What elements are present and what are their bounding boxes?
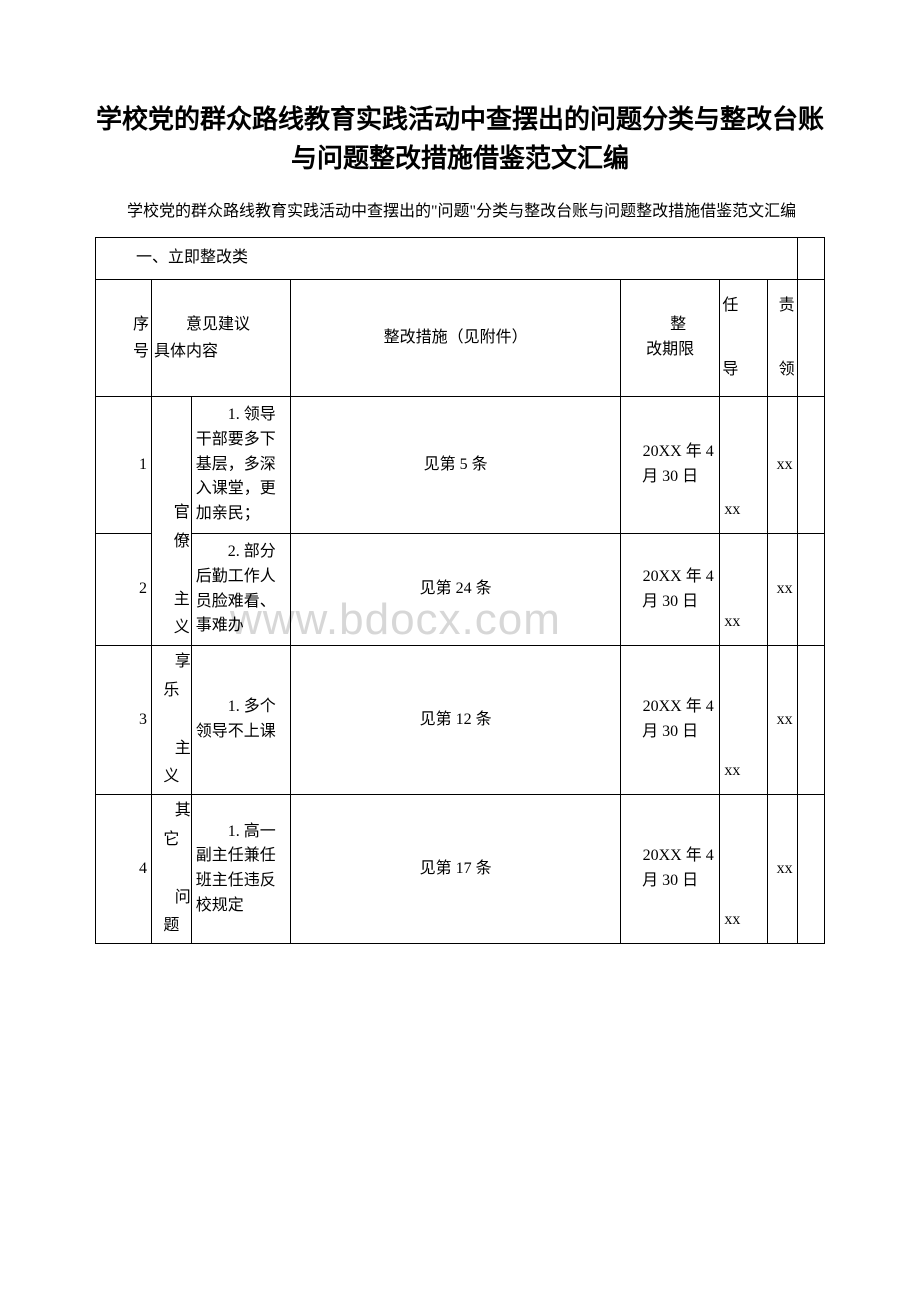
header-deadline: 整改期限 [620, 279, 720, 396]
leader2-cell: xx [767, 396, 797, 533]
seq-cell: 1 [96, 396, 152, 533]
seq-cell: 3 [96, 646, 152, 795]
leader2-cell: xx [767, 795, 797, 944]
seq-cell: 2 [96, 533, 152, 645]
leader2-cell: xx [767, 646, 797, 795]
header-measure: 整改措施（见附件） [291, 279, 621, 396]
deadline-cell: 20XX 年 4月 30 日 [620, 533, 720, 645]
leader2-cell: xx [767, 533, 797, 645]
empty-cell [797, 533, 824, 645]
table-row: 3 享 乐 主 义 1. 多个领导不上课 见第 12 条 20XX 年 4月 3… [96, 646, 825, 795]
header-seq: 序号 [96, 279, 152, 396]
section-header-cell: 一、立即整改类 [96, 238, 798, 280]
measure-cell: 见第 12 条 [291, 646, 621, 795]
empty-cell [797, 238, 824, 280]
deadline-cell: 20XX 年 4月 30 日 [620, 795, 720, 944]
rectification-table: 一、立即整改类 序号 意见建议具体内容 整改措施（见附件） 整改期限 任导 责领 [95, 237, 825, 944]
empty-cell [797, 396, 824, 533]
suggestion-cell: 1. 高一副主任兼任班主任违反校规定 [191, 795, 291, 944]
suggestion-cell: 1. 多个领导不上课 [191, 646, 291, 795]
document-intro: 学校党的群众路线教育实践活动中查摆出的"问题"分类与整改台账与问题整改措施借鉴范… [95, 198, 825, 225]
table-row: 2 2. 部分后勤工作人员脸难看、事难办 见第 24 条 20XX 年 4月 3… [96, 533, 825, 645]
empty-cell [797, 279, 824, 396]
page-content: 学校党的群众路线教育实践活动中查摆出的问题分类与整改台账与问题整改措施借鉴范文汇… [95, 100, 825, 944]
category-cell: 其 它 问 题 [151, 795, 191, 944]
seq-cell: 4 [96, 795, 152, 944]
measure-cell: 见第 5 条 [291, 396, 621, 533]
header-leader-col2: 责领 [767, 279, 797, 396]
empty-cell [797, 795, 824, 944]
category-cell: 享 乐 主 义 [151, 646, 191, 795]
measure-cell: 见第 24 条 [291, 533, 621, 645]
deadline-cell: 20XX 年 4月 30 日 [620, 396, 720, 533]
header-suggestion: 意见建议具体内容 [151, 279, 290, 396]
section-header-row: 一、立即整改类 [96, 238, 825, 280]
leader1-cell: xx [720, 533, 767, 645]
empty-cell [797, 646, 824, 795]
category-cell: 官 僚 主 义 [151, 396, 191, 645]
document-title: 学校党的群众路线教育实践活动中查摆出的问题分类与整改台账与问题整改措施借鉴范文汇… [95, 100, 825, 178]
leader1-cell: xx [720, 396, 767, 533]
table-header-row: 序号 意见建议具体内容 整改措施（见附件） 整改期限 任导 责领 [96, 279, 825, 396]
deadline-cell: 20XX 年 4月 30 日 [620, 646, 720, 795]
table-row: 4 其 它 问 题 1. 高一副主任兼任班主任违反校规定 见第 17 条 20X… [96, 795, 825, 944]
suggestion-cell: 2. 部分后勤工作人员脸难看、事难办 [191, 533, 291, 645]
measure-cell: 见第 17 条 [291, 795, 621, 944]
suggestion-cell: 1. 领导干部要多下基层，多深入课堂，更加亲民； [191, 396, 291, 533]
leader1-cell: xx [720, 795, 767, 944]
leader1-cell: xx [720, 646, 767, 795]
header-leader-col1: 任导 [720, 279, 767, 396]
table-row: 1 官 僚 主 义 1. 领导干部要多下基层，多深入课堂，更加亲民； 见第 5 … [96, 396, 825, 533]
